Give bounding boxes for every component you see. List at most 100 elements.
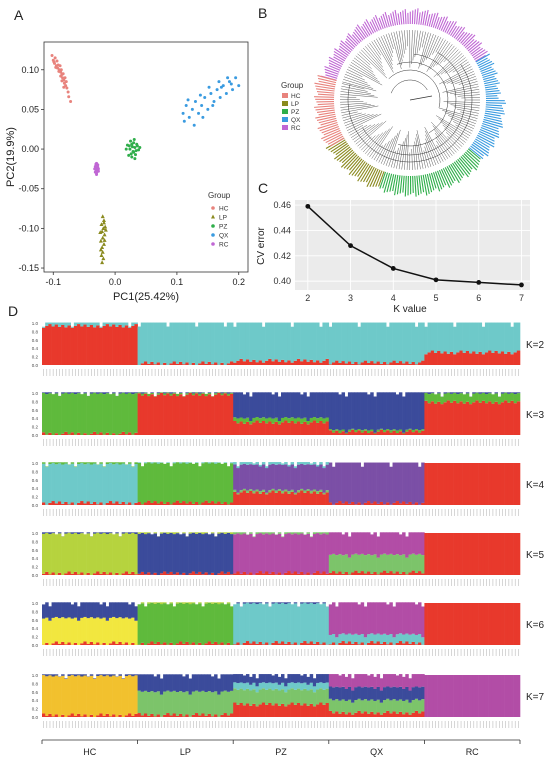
structure-y-tick-label: 0.2 xyxy=(32,635,39,640)
structure-bar-segment xyxy=(290,604,295,645)
pca-point-pz xyxy=(127,153,131,157)
structure-bar-segment xyxy=(185,322,189,363)
structure-bar-segment xyxy=(220,362,224,365)
structure-bar-segment xyxy=(411,602,416,634)
structure-bar-segment xyxy=(290,682,295,689)
tree-tip-rc xyxy=(432,12,439,28)
structure-bar-segment xyxy=(395,642,400,645)
tree-tip-rc xyxy=(373,17,380,31)
tree-tip-rc xyxy=(413,9,416,25)
structure-bar-segment xyxy=(379,532,384,555)
structure-bar-segment xyxy=(290,489,295,492)
structure-bar-segment xyxy=(293,689,298,705)
structure-bar-segment xyxy=(316,422,320,435)
structure-bar-segment xyxy=(281,322,285,360)
structure-bar-segment xyxy=(147,393,151,397)
structure-y-tick-label: 0.8 xyxy=(32,329,39,334)
structure-y-tick-label: 0.2 xyxy=(32,707,39,712)
structure-bar-segment xyxy=(424,326,428,355)
structure-bar-segment xyxy=(182,692,186,717)
structure-bar-segment xyxy=(319,392,323,418)
structure-y-tick-label: 0.6 xyxy=(32,548,39,553)
structure-bar-segment xyxy=(475,603,479,645)
structure-bar-segment xyxy=(239,417,244,422)
structure-bar-segment xyxy=(207,641,212,645)
structure-bar-segment xyxy=(92,501,97,505)
tree-tip-rc xyxy=(392,11,397,26)
structure-bar-segment xyxy=(239,674,244,683)
structure-bar-segment xyxy=(121,533,126,574)
pca-point-qx xyxy=(192,123,196,127)
cv-grid xyxy=(295,200,530,290)
structure-bar-segment xyxy=(507,603,511,645)
pca-point-pz xyxy=(130,145,134,149)
tree-tip-qx xyxy=(479,62,495,71)
structure-bar-segment xyxy=(255,604,259,644)
structure-bar-segment xyxy=(398,503,403,505)
structure-bar-segment xyxy=(408,602,412,635)
structure-bar-segment xyxy=(115,326,119,365)
structure-bar-segment xyxy=(418,466,422,505)
structure-bar-segment xyxy=(51,716,56,717)
structure-bar-segment xyxy=(300,532,304,534)
structure-bar-segment xyxy=(293,322,298,361)
structure-bar-segment xyxy=(491,352,495,365)
structure-bar-segment xyxy=(86,322,91,327)
structure-bar-segment xyxy=(45,325,49,365)
tree-branch xyxy=(425,34,437,60)
structure-bar-segment xyxy=(306,533,310,573)
structure-bar-segment xyxy=(405,536,409,558)
tree-branch xyxy=(343,79,374,89)
structure-bar-segment xyxy=(236,602,240,604)
structure-bar-segment xyxy=(172,322,177,362)
tree-branch xyxy=(378,140,390,163)
structure-bar-segment xyxy=(83,433,87,435)
structure-bar-segment xyxy=(137,690,142,714)
structure-bar-segment xyxy=(214,392,218,394)
structure-bar-segment xyxy=(112,464,116,504)
structure-bar-segment xyxy=(99,463,103,503)
structure-bar-segment xyxy=(64,618,68,645)
structure-bar-segment xyxy=(147,674,151,693)
structure-bar-segment xyxy=(427,463,432,505)
structure-bar-segment xyxy=(437,603,441,645)
tree-legend-swatch xyxy=(282,101,288,106)
structure-bar-segment xyxy=(360,322,365,363)
tree-tip-rc xyxy=(424,9,429,26)
structure-bar-segment xyxy=(360,553,365,572)
structure-bar-segment xyxy=(405,361,409,365)
structure-bar-segment xyxy=(198,466,202,505)
structure-bar-segment xyxy=(105,502,110,505)
structure-bar-segment xyxy=(128,675,132,714)
structure-bar-segment xyxy=(414,634,419,645)
structure-bar-segment xyxy=(134,534,138,575)
structure-bar-segment xyxy=(418,432,422,435)
tree-branch xyxy=(437,53,463,76)
pca-point-qx xyxy=(198,93,202,97)
structure-bar-segment xyxy=(143,392,148,394)
structure-bar-segment xyxy=(163,642,167,645)
structure-bar-segment xyxy=(86,676,91,717)
structure-bar-segment xyxy=(242,690,247,706)
structure-bar-segment xyxy=(115,643,119,645)
structure-bar-segment xyxy=(405,429,409,432)
structure-bar-segment xyxy=(80,716,84,717)
structure-bar-segment xyxy=(488,533,492,575)
structure-bar-segment xyxy=(61,536,65,575)
structure-bar-segment xyxy=(92,678,97,679)
structure-bar-segment xyxy=(147,500,151,505)
structure-bar-segment xyxy=(198,571,202,575)
structure-bar-segment xyxy=(54,602,59,617)
structure-bar-segment xyxy=(312,491,317,505)
pca-point-pz xyxy=(132,138,136,142)
structure-bar-segment xyxy=(124,393,129,435)
tree-branch xyxy=(345,71,365,81)
structure-bar-segment xyxy=(73,392,78,395)
tree-branch xyxy=(424,142,434,167)
structure-bar-segment xyxy=(382,362,387,365)
structure-bar-segment xyxy=(83,322,87,325)
structure-bar-segment xyxy=(516,533,521,575)
structure-y-tick-label: 0.2 xyxy=(32,355,39,360)
structure-bar-segment xyxy=(147,572,151,575)
structure-bar-segment xyxy=(296,392,301,418)
